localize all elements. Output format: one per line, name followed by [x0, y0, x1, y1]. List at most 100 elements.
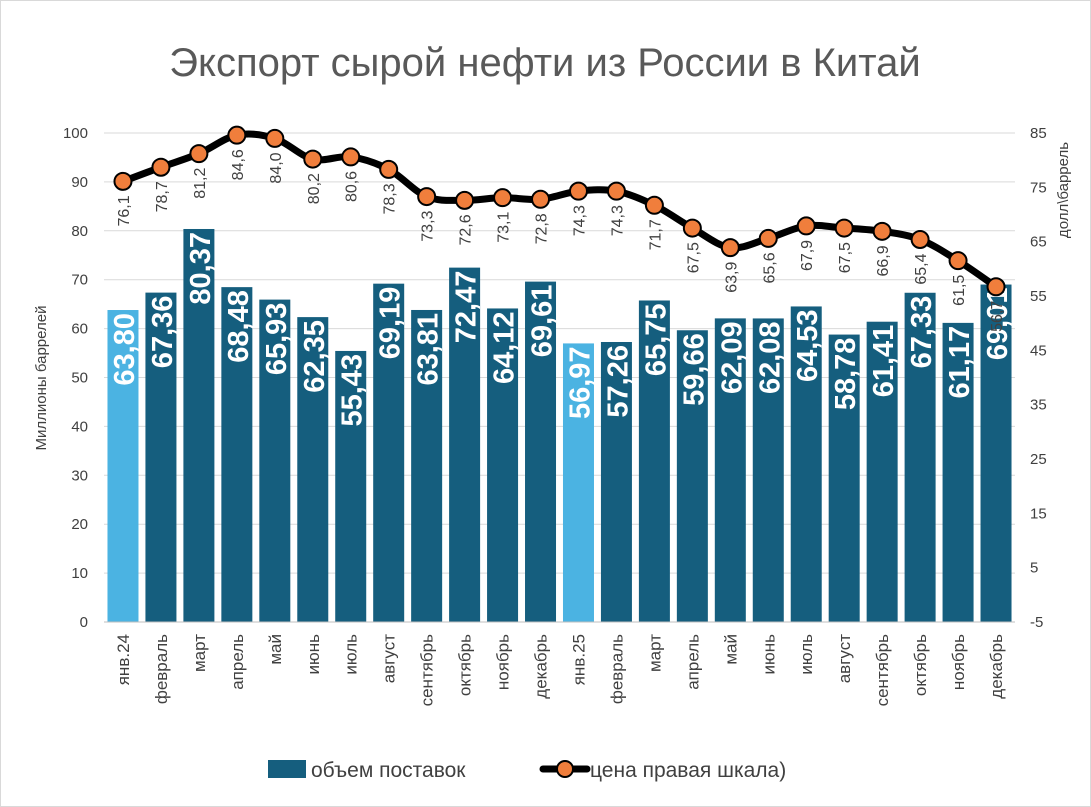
bar	[638, 300, 670, 622]
bar	[525, 281, 557, 622]
bar-value-label: 62,08	[754, 321, 786, 394]
y2-tick-label: 25	[1030, 451, 1047, 468]
price-value-label: 78,7	[154, 181, 171, 212]
x-tick-label: апрель	[683, 634, 702, 690]
price-value-label: 81,2	[192, 168, 209, 199]
bar	[676, 330, 708, 622]
y2-tick-label: 15	[1030, 505, 1047, 522]
bar-value-label: 69,61	[527, 285, 559, 358]
bar-value-label: 68,48	[223, 290, 255, 363]
y-tick-label: 10	[71, 565, 88, 582]
price-value-label: 63,9	[723, 262, 740, 293]
bar	[562, 343, 594, 622]
price-value-label: 76,1	[116, 195, 133, 226]
x-tick-label: сентябрь	[418, 634, 437, 707]
price-point	[227, 125, 247, 145]
bar	[449, 267, 481, 622]
x-tick-label: март	[190, 634, 209, 672]
bar-value-label: 72,47	[451, 271, 483, 344]
price-value-label: 72,8	[534, 213, 551, 244]
price-value-label: 80,6	[344, 171, 361, 202]
y2-axis-title: долл\баррель	[1055, 142, 1072, 238]
y2-tick-label: 55	[1030, 288, 1047, 305]
legend: объем поставок цена правая шкала)	[268, 759, 786, 782]
bar-value-label: 67,33	[906, 296, 938, 369]
bar-value-label: 62,09	[716, 321, 748, 394]
legend-line-marker	[556, 760, 574, 778]
x-tick-label: июнь	[304, 634, 323, 675]
price-point	[986, 277, 1006, 297]
bar	[600, 341, 632, 622]
bar	[828, 334, 860, 622]
y2-tick-label: 5	[1030, 560, 1038, 577]
x-tick-label: август	[380, 634, 399, 683]
price-point	[568, 181, 588, 201]
y-tick-label: 100	[63, 125, 88, 142]
price-value-label: 67,5	[685, 242, 702, 273]
price-value-label: 67,5	[837, 242, 854, 273]
bar-value-label: 61,17	[944, 326, 976, 399]
x-tick-label: август	[835, 634, 854, 683]
y-tick-label: 80	[71, 223, 88, 240]
bar-value-label: 55,43	[337, 354, 369, 427]
line-series: 76,1 78,7 81,2 84,6 84,0 80,2 80,6 78,3 73,3 72,6…	[113, 125, 1006, 332]
price-point	[910, 229, 930, 249]
bar-value-label: 69,01	[982, 288, 1014, 361]
x-tick-label: июнь	[759, 634, 778, 675]
price-point	[493, 188, 513, 208]
legend-bar-label: объем поставок	[311, 759, 466, 782]
bar	[904, 292, 936, 622]
bar	[980, 284, 1012, 622]
price-point	[151, 157, 171, 177]
bar	[335, 350, 367, 622]
price-value-label: 84,6	[230, 149, 247, 180]
x-tick-label: сентябрь	[873, 634, 892, 707]
bar-value-label: 63,81	[413, 313, 445, 386]
bar	[259, 299, 291, 622]
price-point	[303, 149, 323, 169]
x-tick-label: янв.24	[114, 634, 133, 685]
x-tick-label: февраль	[607, 634, 626, 704]
bar	[752, 318, 784, 622]
x-tick-label: февраль	[152, 634, 171, 704]
bar-value-label: 59,66	[678, 333, 710, 406]
y2-tick-label: 45	[1030, 342, 1047, 359]
x-tick-label: декабрь	[987, 634, 1006, 699]
y-tick-label: 30	[71, 467, 88, 484]
bar	[790, 306, 822, 622]
legend-bar-swatch	[268, 760, 306, 778]
x-tick-label: март	[645, 634, 664, 672]
y-tick-label: 20	[71, 516, 88, 533]
price-point	[341, 147, 361, 167]
bar	[373, 283, 405, 622]
price-point	[872, 221, 892, 241]
price-value-label: 67,9	[799, 240, 816, 271]
bar-value-label: 56,97	[564, 346, 596, 419]
x-tick-label: ноябрь	[494, 634, 513, 690]
x-tick-label: июль	[797, 634, 816, 675]
y2-tick-label: 35	[1030, 397, 1047, 414]
bar	[145, 292, 177, 622]
bar-value-label: 62,35	[299, 320, 331, 393]
price-value-label: 73,3	[420, 210, 437, 241]
bar-value-label: 65,93	[261, 303, 293, 376]
price-point	[113, 171, 133, 191]
y-axis-title: Миллионы баррелей	[33, 306, 50, 451]
x-tick-label: май	[721, 634, 740, 665]
chart-title: Экспорт сырой нефти из России в Китай	[169, 41, 920, 85]
y-tick-label: 0	[80, 614, 88, 631]
y-tick-label: 40	[71, 418, 88, 435]
price-point	[644, 195, 664, 215]
legend-line-label: цена правая шкала)	[590, 759, 786, 782]
y-tick-label: 90	[71, 174, 88, 191]
bar-value-label: 67,36	[147, 296, 179, 369]
bar-value-label: 64,12	[489, 311, 521, 384]
y2-tick-label: 85	[1030, 125, 1047, 142]
price-point	[189, 144, 209, 164]
y2-tick-label: -5	[1030, 614, 1043, 631]
price-point	[682, 218, 702, 238]
price-value-label: 61,5	[951, 275, 968, 306]
price-point	[720, 238, 740, 258]
